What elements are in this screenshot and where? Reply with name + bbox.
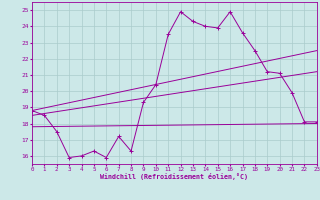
X-axis label: Windchill (Refroidissement éolien,°C): Windchill (Refroidissement éolien,°C) (100, 173, 248, 180)
